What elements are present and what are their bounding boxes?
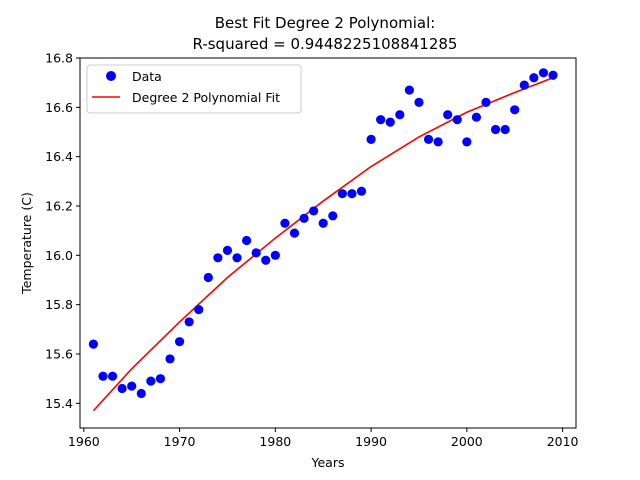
y-tick-label: 16.8 [45,51,73,66]
data-point [328,211,338,221]
data-point [165,354,175,364]
data-point [261,255,271,265]
y-tick-label: 15.4 [45,396,73,411]
x-axis: 1960 1970 1980 1990 2000 2010 [68,428,579,449]
data-point [347,189,357,199]
data-point [155,374,166,384]
data-point [481,97,491,107]
legend: Data Degree 2 Polynomial Fit [86,64,302,114]
plot-area [88,68,558,412]
data-point [500,124,510,135]
chart-title-line-2: R-squared = 0.9448225108841285 [193,35,458,53]
data-point [146,376,156,386]
y-tick-label: 16.6 [45,100,73,115]
x-tick-label: 1980 [259,434,291,449]
data-point [510,105,520,115]
data-point [184,317,194,327]
x-tick-label: 2000 [451,434,483,449]
data-point [280,218,290,228]
data-point [414,97,424,107]
data-point [385,117,395,127]
y-tick-label: 15.8 [45,297,73,312]
data-point [318,218,328,228]
data-point [529,73,539,83]
x-tick-label: 1990 [355,434,387,449]
data-point [174,337,185,347]
data-point [538,68,549,78]
data-point [376,115,386,125]
chart-title-line-1: Best Fit Degree 2 Polynomial: [215,14,436,32]
axes-frame [79,57,577,429]
data-point [366,134,376,144]
data-point [423,134,434,144]
points-layer [88,68,558,399]
data-point [203,272,213,283]
data-point [404,85,414,95]
data-point [462,137,472,147]
data-point [443,110,453,120]
data-point [452,115,462,125]
legend-box [86,64,302,114]
legend-data-marker [106,71,116,81]
y-tick-label: 16.4 [45,149,73,164]
data-point [242,235,252,246]
x-tick-label: 1970 [164,434,196,449]
data-point [251,248,261,258]
data-point [309,206,319,216]
data-point [194,305,204,315]
data-point [490,124,501,135]
data-point [222,245,233,255]
data-point [270,250,280,260]
y-tick-label: 16.0 [45,248,73,263]
data-point [356,186,367,196]
data-point [98,371,108,381]
data-point [136,388,146,399]
data-point [395,110,405,120]
data-point [289,228,300,238]
data-point [519,80,529,90]
data-point [213,253,223,263]
data-point [117,383,127,394]
data-point [107,371,118,381]
x-tick-label: 1960 [68,434,100,449]
y-axis: 15.4 15.6 15.8 16.0 16.2 16.4 16.6 16.8 [45,51,80,411]
data-point [299,213,309,223]
legend-data-label: Data [132,69,162,84]
data-point [433,137,443,147]
data-point [232,253,242,263]
y-tick-label: 16.2 [45,199,73,214]
data-point [337,189,347,199]
x-axis-label: Years [311,455,345,470]
data-point [548,70,558,80]
y-axis-label: Temperature (C) [19,192,34,295]
data-point [88,339,99,349]
data-point [471,112,482,122]
x-tick-label: 2010 [547,434,579,449]
y-tick-label: 15.6 [45,347,73,362]
data-point [127,381,137,391]
legend-fit-label: Degree 2 Polynomial Fit [132,90,280,105]
